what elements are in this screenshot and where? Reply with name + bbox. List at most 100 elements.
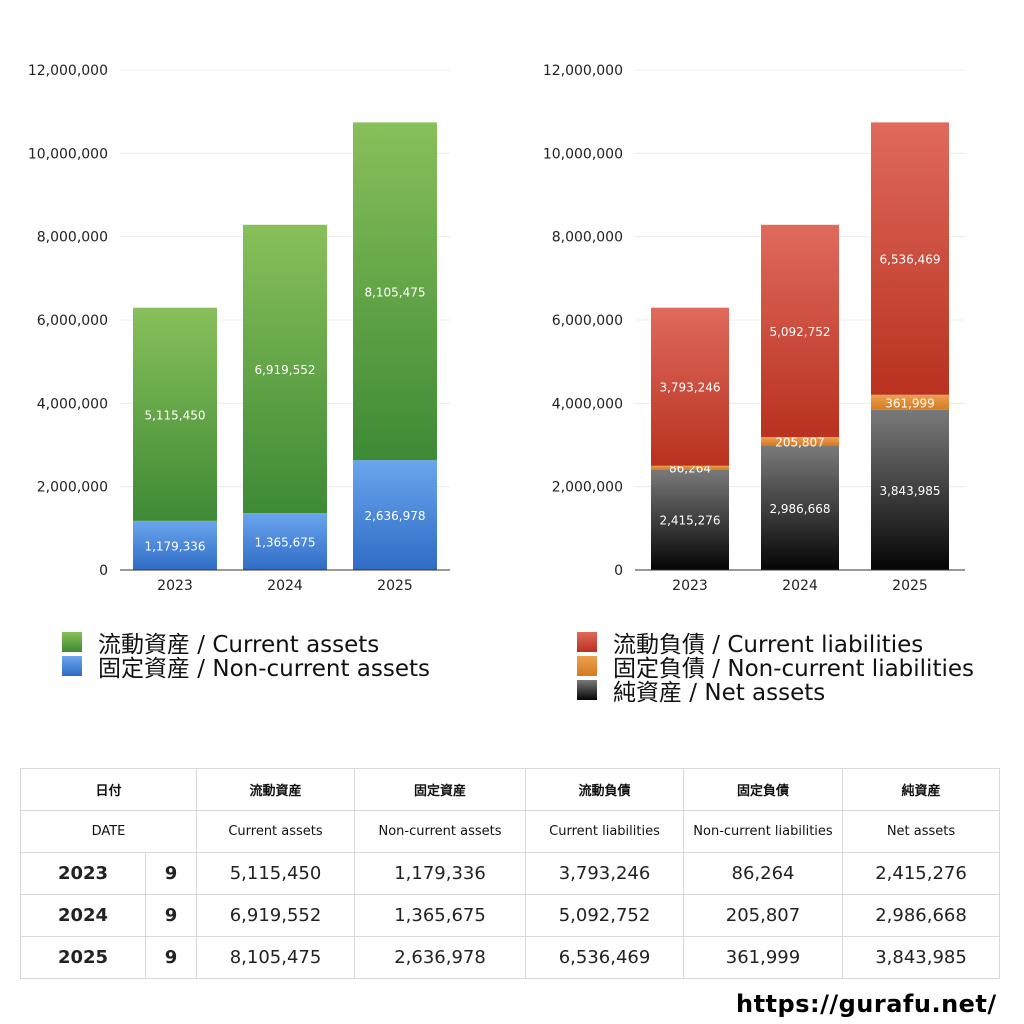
bar-segment (243, 224, 327, 514)
x-tick-label: 2025 (892, 578, 928, 594)
y-tick-label: 8,000,000 (37, 230, 108, 246)
cell-noncurrent-assets: 1,365,675 (354, 894, 526, 937)
liabilities-chart: 0 2,000,000 4,000,000 6,000,000 8,000,000 10,… (543, 63, 965, 594)
y-tick-label: 6,000,000 (37, 313, 108, 329)
row-month: 9 (145, 936, 197, 979)
data-label: 5,092,752 (769, 325, 830, 339)
bar-segment (761, 445, 839, 570)
data-label: 2,415,276 (659, 514, 720, 528)
bar-segment (243, 513, 327, 570)
legend-item: 流動負債 / Current liabilities (577, 630, 974, 658)
table-row: 2023 9 5,115,450 1,179,336 3,793,246 86,… (20, 852, 1000, 895)
table-row: 2024 9 6,919,552 1,365,675 5,092,752 205… (20, 894, 1000, 937)
y-tick-label: 8,000,000 (552, 230, 623, 246)
y-tick-label: 4,000,000 (552, 396, 623, 412)
row-year: 2025 (20, 936, 146, 979)
x-tick-label: 2024 (782, 578, 818, 594)
header-date-en: DATE (20, 810, 197, 853)
table-header-en: DATE Current assets Non-current assets C… (20, 810, 1000, 853)
legend-label: 固定負債 / Non-current liabilities (613, 656, 974, 682)
header-net-assets-en: Net assets (842, 810, 1000, 853)
header-noncurrent-liabilities-en: Non-current liabilities (683, 810, 843, 853)
bar-segment (761, 436, 839, 446)
cell-current-liabilities: 3,793,246 (525, 852, 684, 895)
bar-segment (133, 520, 217, 570)
cell-net-assets: 3,843,985 (842, 936, 1000, 979)
data-label: 6,919,552 (254, 363, 315, 377)
legend-label: 流動負債 / Current liabilities (613, 632, 924, 658)
bar-segment (353, 460, 437, 570)
y-tick-label: 10,000,000 (28, 146, 108, 162)
data-label: 1,179,336 (144, 539, 205, 553)
header-current-liabilities-ja: 流動負債 (525, 768, 684, 811)
header-net-assets-ja: 純資産 (842, 768, 1000, 811)
header-current-assets-ja: 流動資産 (196, 768, 355, 811)
bar-segment (871, 409, 949, 570)
y-tick-label: 12,000,000 (28, 63, 108, 79)
data-label: 5,115,450 (144, 408, 205, 422)
cell-net-assets: 2,415,276 (842, 852, 1000, 895)
x-tick-label: 2024 (267, 578, 303, 594)
header-current-liabilities-en: Current liabilities (525, 810, 684, 853)
cell-noncurrent-assets: 2,636,978 (354, 936, 526, 979)
x-tick-label: 2023 (672, 578, 708, 594)
y-tick-label: 0 (614, 563, 623, 579)
cell-noncurrent-liabilities: 205,807 (683, 894, 843, 937)
cell-noncurrent-liabilities: 361,999 (683, 936, 843, 979)
y-tick-label: 0 (99, 563, 108, 579)
x-tick-label: 2023 (157, 578, 193, 594)
legend-label: 純資産 / Net assets (613, 680, 826, 706)
legend-item: 固定負債 / Non-current liabilities (577, 654, 974, 682)
y-tick-label: 2,000,000 (37, 480, 108, 496)
bar-segment (871, 394, 949, 410)
table-row: 2025 9 8,105,475 2,636,978 6,536,469 361… (20, 936, 1000, 979)
bar-segment (651, 465, 729, 470)
bar-segment (353, 122, 437, 461)
legend-swatch (577, 680, 597, 700)
legend-item: 純資産 / Net assets (577, 678, 974, 706)
legend-label: 固定資産 / Non-current assets (98, 656, 431, 682)
charts-canvas: 0 2,000,000 4,000,000 6,000,000 8,000,000 10,… (28, 63, 965, 594)
data-label: 2,986,668 (769, 502, 830, 516)
assets-chart: 0 2,000,000 4,000,000 6,000,000 8,000,000 10,… (28, 63, 450, 594)
row-month: 9 (145, 852, 197, 895)
row-year: 2024 (20, 894, 146, 937)
legend-swatch (577, 656, 597, 676)
data-table: 日付 流動資産 固定資産 流動負債 固定負債 純資産 DATE Current … (20, 768, 1000, 979)
cell-net-assets: 2,986,668 (842, 894, 1000, 937)
x-tick-label: 2025 (377, 578, 413, 594)
header-noncurrent-assets-en: Non-current assets (354, 810, 526, 853)
cell-current-assets: 8,105,475 (196, 936, 355, 979)
bar-segment (133, 307, 217, 521)
legend-swatch (577, 632, 597, 652)
site-url[interactable]: https://gurafu.net/ (736, 990, 997, 1018)
y-tick-label: 10,000,000 (543, 146, 623, 162)
legend-label: 流動資産 / Current assets (98, 632, 380, 658)
cell-noncurrent-assets: 1,179,336 (354, 852, 526, 895)
data-label: 6,536,469 (879, 253, 940, 267)
data-label: 1,365,675 (254, 536, 315, 550)
data-label: 205,807 (775, 435, 825, 449)
legend-assets: 流動資産 / Current assets 固定資産 / Non-current … (62, 630, 430, 682)
header-date-ja: 日付 (20, 768, 197, 811)
y-tick-label: 2,000,000 (552, 480, 623, 496)
bar-segment (651, 307, 729, 466)
bar-segment (761, 224, 839, 437)
cell-current-assets: 6,919,552 (196, 894, 355, 937)
data-label: 8,105,475 (364, 285, 425, 299)
legend-swatch (62, 632, 82, 652)
data-label: 2,636,978 (364, 509, 425, 523)
header-current-assets-en: Current assets (196, 810, 355, 853)
bar-segment (651, 469, 729, 570)
data-label: 361,999 (885, 396, 935, 410)
cell-current-liabilities: 6,536,469 (525, 936, 684, 979)
table-header-ja: 日付 流動資産 固定資産 流動負債 固定負債 純資産 (20, 768, 1000, 811)
y-tick-label: 12,000,000 (543, 63, 623, 79)
row-year: 2023 (20, 852, 146, 895)
header-noncurrent-assets-ja: 固定資産 (354, 768, 526, 811)
y-tick-label: 4,000,000 (37, 396, 108, 412)
data-label: 3,843,985 (879, 484, 940, 498)
row-month: 9 (145, 894, 197, 937)
bar-segment (871, 122, 949, 395)
legend-item: 流動資産 / Current assets (62, 630, 430, 658)
